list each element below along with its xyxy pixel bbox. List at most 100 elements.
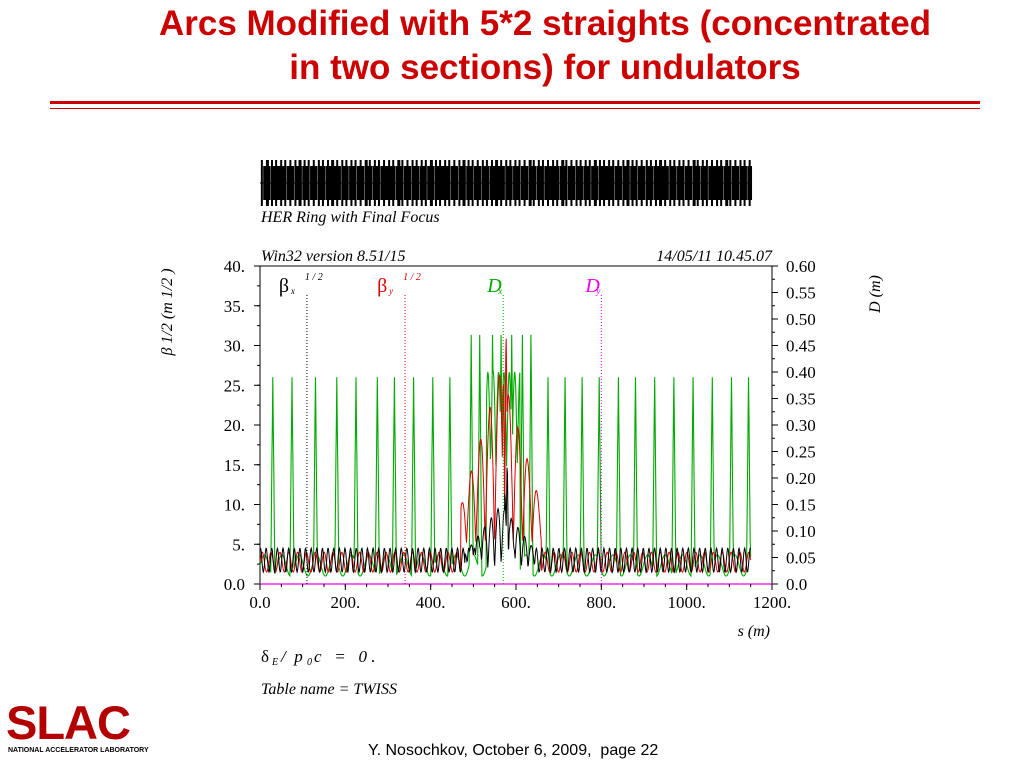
- y-right-tick-label: 0.35: [786, 390, 816, 409]
- beta-x-curve: [259, 467, 752, 574]
- lattice-magnet: [317, 160, 320, 206]
- lattice-magnet: [359, 160, 362, 206]
- lattice-magnet: [367, 166, 370, 200]
- lattice-magnet: [341, 160, 344, 206]
- lattice-magnet: [567, 166, 570, 200]
- lattice-magnet: [645, 160, 648, 206]
- legend-subscript: y: [595, 286, 600, 296]
- y-left-tick-label: 30.: [224, 337, 245, 356]
- lattice-magnet: [366, 166, 369, 200]
- x-tick-label: 200.: [330, 593, 360, 612]
- y-left-label: β 1/2 (m 1/2 ): [159, 268, 176, 356]
- legend-entry: Dx: [486, 275, 502, 297]
- lattice-magnet: [392, 160, 395, 206]
- lattice-magnet: [690, 166, 693, 200]
- lattice-magnet: [479, 166, 482, 200]
- lattice-magnet: [467, 160, 470, 206]
- y-right-tick-label: 0.55: [786, 284, 816, 303]
- lattice-magnet: [493, 166, 496, 200]
- lattice-magnet: [338, 166, 341, 200]
- lattice-magnet: [565, 160, 568, 206]
- lattice-magnet: [350, 160, 353, 206]
- lattice-magnet: [584, 160, 587, 206]
- lattice-magnet: [466, 166, 469, 200]
- lattice-magnet: [622, 160, 625, 206]
- lattice-magnet: [444, 160, 447, 206]
- lattice-magnet: [595, 166, 598, 200]
- lattice-magnet: [294, 160, 297, 206]
- lattice-magnet: [620, 166, 623, 200]
- y-right-tick-label: 0.45: [786, 337, 816, 356]
- lattice-magnet: [487, 166, 490, 200]
- lattice-magnet: [514, 160, 517, 206]
- lattice-magnet: [654, 160, 657, 206]
- lattice-magnet: [553, 166, 556, 200]
- lattice-magnet: [669, 160, 672, 206]
- lattice-magnet: [580, 166, 583, 200]
- lattice-magnet: [518, 160, 521, 206]
- curves: [259, 334, 772, 585]
- lattice-magnet: [547, 160, 550, 206]
- lattice-magnet: [356, 166, 359, 200]
- lattice-magnet: [656, 166, 659, 200]
- lattice-magnet: [608, 160, 611, 206]
- lattice-magnet: [515, 166, 518, 200]
- y-right-tick-label: 0.50: [786, 310, 816, 329]
- momentum-subscript: 0: [307, 657, 312, 668]
- beta-y-curve: [259, 338, 752, 573]
- lattice-magnet: [744, 166, 747, 200]
- lattice-magnet: [424, 160, 427, 206]
- lattice-magnet: [716, 160, 719, 206]
- lattice-magnet: [415, 160, 418, 206]
- lattice-magnet: [427, 166, 430, 200]
- y-left-label-text: β 1/2 (m 1/2 ): [159, 268, 176, 356]
- lattice-magnet: [321, 160, 324, 206]
- lattice-magnet: [302, 166, 305, 200]
- lattice-magnet: [434, 160, 437, 206]
- lattice-magnet: [481, 160, 484, 206]
- y-right-label-text: D (m): [867, 275, 884, 314]
- lattice-magnet: [437, 166, 440, 200]
- lattice-magnet: [640, 160, 643, 206]
- lattice-magnet: [564, 166, 566, 200]
- lattice-magnet: [393, 166, 396, 200]
- lattice-magnet: [273, 166, 276, 200]
- lattice-magnet: [445, 166, 448, 200]
- slide-title: Arcs Modified with 5*2 straights (concen…: [100, 2, 990, 90]
- lattice-magnet: [483, 166, 486, 200]
- lattice-magnet: [383, 160, 386, 206]
- lattice-magnet: [395, 166, 398, 200]
- lattice-magnet: [748, 160, 751, 206]
- x-tick-label: 1000.: [668, 593, 706, 612]
- lattice-magnet: [323, 166, 326, 200]
- title-rule-thin: [50, 108, 980, 109]
- lattice-magnet: [642, 166, 645, 200]
- lattice-magnet: [448, 160, 451, 206]
- lattice-magnet: [712, 166, 715, 200]
- lattice-magnet: [362, 166, 365, 200]
- lattice-magnet: [579, 160, 582, 206]
- lattice-magnet: [750, 166, 753, 200]
- lattice-magnet: [522, 166, 525, 200]
- lattice-magnet: [576, 166, 579, 200]
- lattice-magnet: [490, 160, 493, 206]
- slide-title-line-1: Arcs Modified with 5*2 straights (concen…: [158, 4, 932, 43]
- lattice-magnet: [726, 166, 729, 200]
- lattice-magnet: [510, 166, 513, 200]
- chart-header: HER Ring with Final Focus: [260, 209, 440, 226]
- lattice-magnet: [459, 166, 462, 200]
- lattice-magnet: [403, 166, 406, 200]
- chart-datetime: 14/05/11 10.45.07: [656, 248, 773, 265]
- lattice-magnet: [360, 166, 363, 200]
- lattice-magnet: [331, 160, 335, 206]
- lattice-magnet: [606, 166, 609, 200]
- table-name: Table name = TWISS: [261, 681, 397, 698]
- lattice-magnet: [492, 166, 495, 200]
- lattice-magnet: [740, 166, 743, 200]
- lattice-magnet: [554, 166, 557, 200]
- lattice-magnet: [414, 166, 417, 200]
- y-right-tick-label: 0.20: [786, 469, 816, 488]
- lattice-magnet: [263, 166, 266, 200]
- lattice-magnet: [289, 160, 292, 206]
- lattice-magnet: [698, 166, 701, 200]
